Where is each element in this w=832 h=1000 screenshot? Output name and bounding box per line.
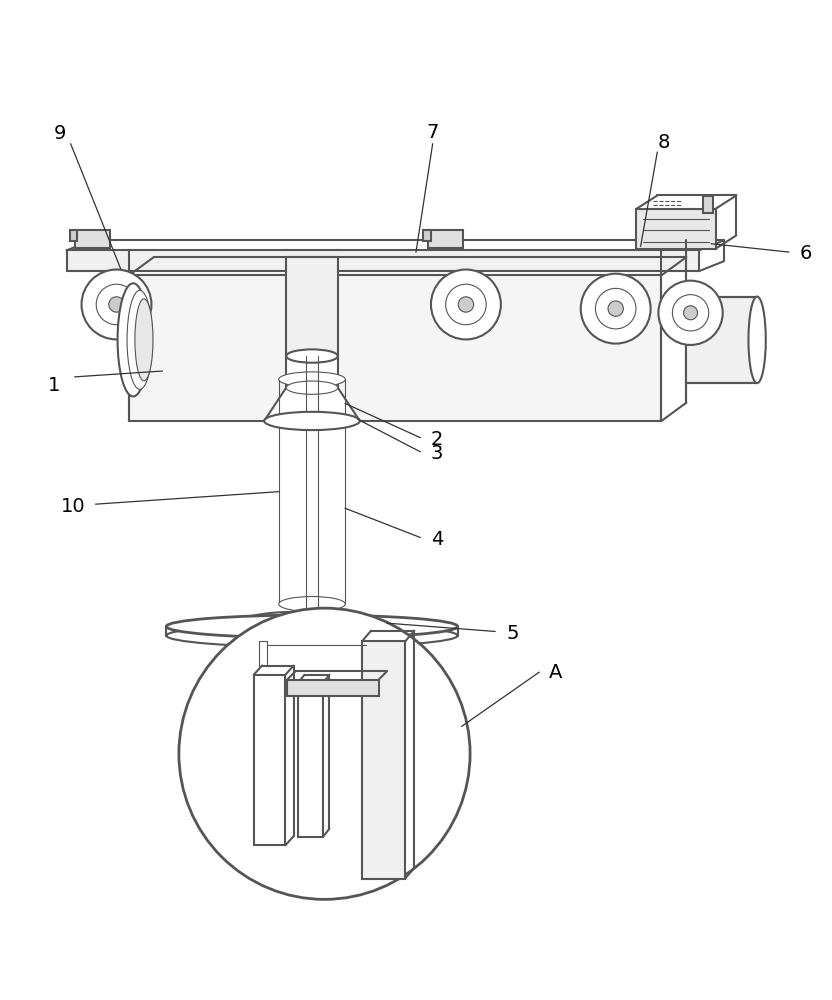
Circle shape bbox=[672, 295, 709, 331]
Bar bbox=[70, 230, 77, 241]
Bar bbox=[286, 356, 338, 388]
Text: 3: 3 bbox=[431, 444, 443, 463]
Text: 4: 4 bbox=[431, 530, 443, 549]
Ellipse shape bbox=[286, 381, 338, 394]
Bar bbox=[298, 683, 323, 837]
Ellipse shape bbox=[279, 597, 345, 611]
Text: 1: 1 bbox=[48, 376, 60, 395]
Bar bbox=[703, 196, 713, 213]
Circle shape bbox=[109, 297, 124, 312]
Bar bbox=[67, 250, 699, 271]
Ellipse shape bbox=[135, 299, 153, 381]
Ellipse shape bbox=[265, 412, 359, 430]
Bar bbox=[287, 680, 379, 696]
Text: 10: 10 bbox=[61, 497, 86, 516]
Text: 6: 6 bbox=[800, 244, 811, 263]
Circle shape bbox=[97, 284, 136, 325]
Ellipse shape bbox=[749, 297, 765, 383]
Circle shape bbox=[179, 608, 470, 899]
Circle shape bbox=[658, 281, 723, 345]
Circle shape bbox=[581, 274, 651, 344]
Bar bbox=[129, 275, 661, 421]
Circle shape bbox=[458, 297, 473, 312]
Bar bbox=[75, 230, 110, 248]
Circle shape bbox=[82, 270, 151, 339]
Circle shape bbox=[684, 306, 697, 320]
Polygon shape bbox=[265, 388, 359, 421]
Ellipse shape bbox=[117, 283, 149, 396]
Circle shape bbox=[431, 270, 501, 339]
Ellipse shape bbox=[279, 372, 345, 387]
Ellipse shape bbox=[166, 615, 458, 638]
Text: 9: 9 bbox=[54, 124, 66, 143]
Bar bbox=[423, 230, 431, 241]
Text: A: A bbox=[549, 663, 562, 682]
Circle shape bbox=[446, 284, 486, 325]
Text: 7: 7 bbox=[427, 123, 438, 142]
Ellipse shape bbox=[286, 349, 338, 363]
Ellipse shape bbox=[166, 624, 458, 647]
Bar bbox=[428, 230, 463, 248]
Circle shape bbox=[608, 301, 623, 316]
Bar bbox=[362, 641, 405, 879]
Ellipse shape bbox=[127, 290, 152, 389]
Bar bbox=[254, 675, 285, 845]
Text: 5: 5 bbox=[506, 624, 519, 643]
Bar bbox=[636, 209, 716, 249]
Text: 2: 2 bbox=[431, 430, 443, 449]
Bar bbox=[686, 297, 757, 383]
Text: 8: 8 bbox=[658, 133, 670, 152]
Circle shape bbox=[596, 288, 636, 329]
Bar bbox=[286, 257, 338, 360]
